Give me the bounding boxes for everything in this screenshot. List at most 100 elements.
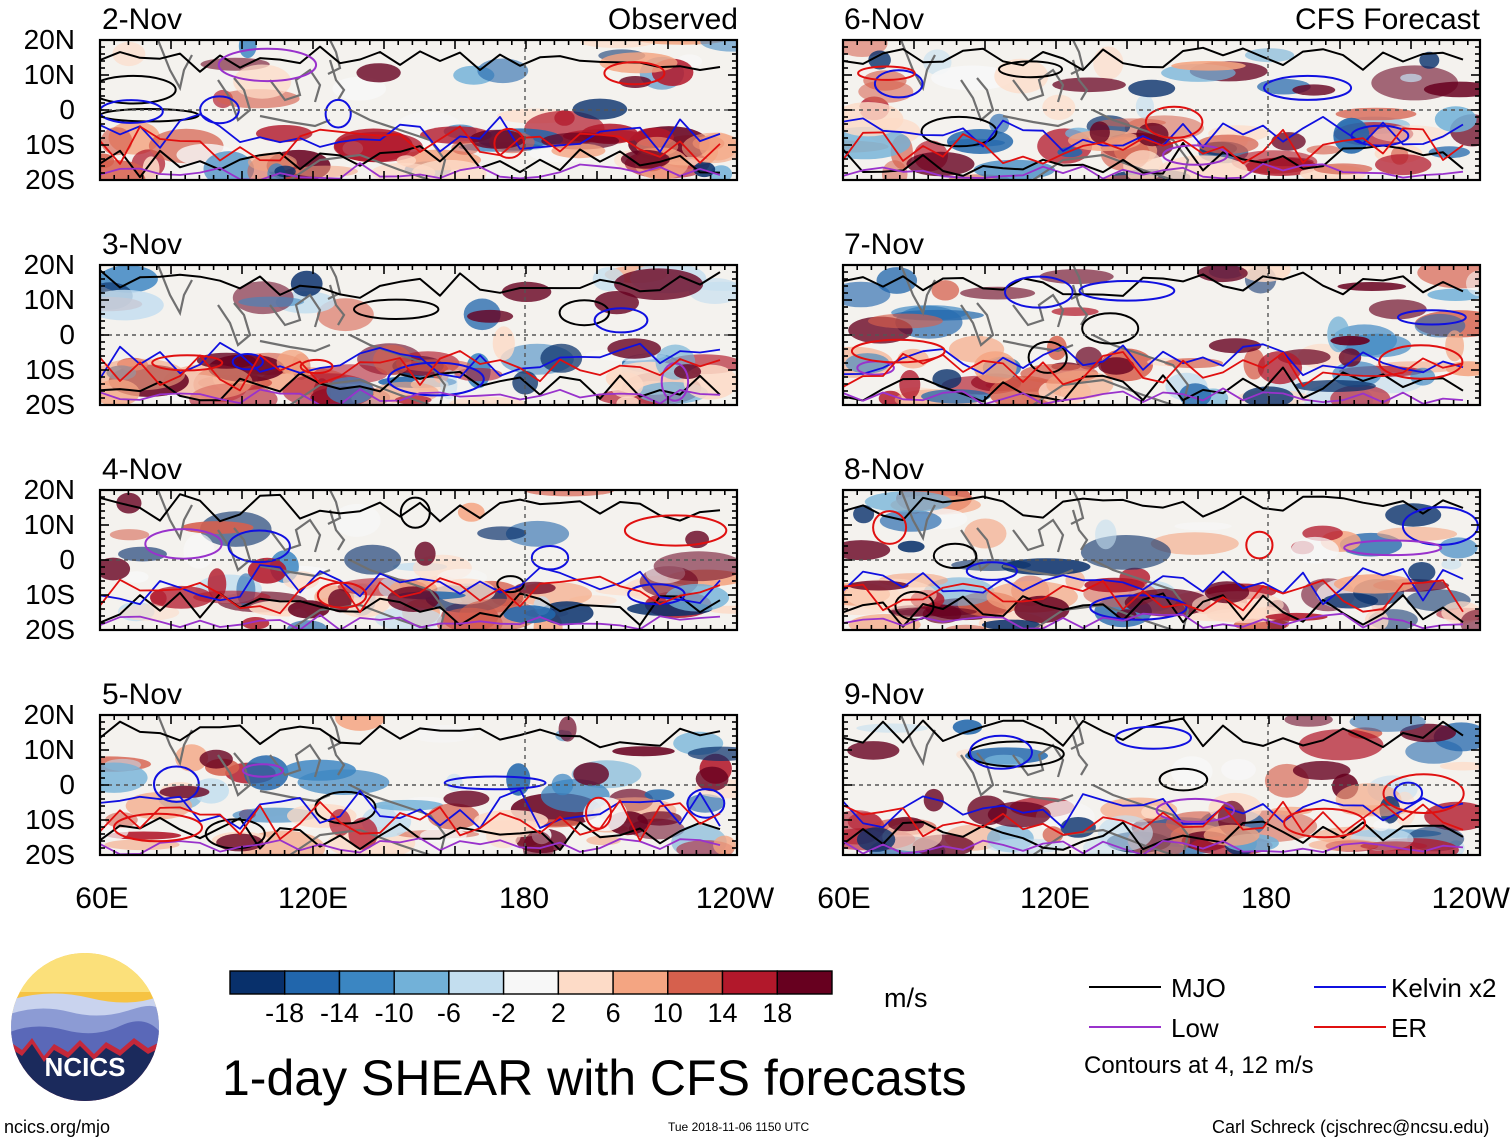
coastline xyxy=(259,339,331,353)
legend-swatches-left xyxy=(1089,986,1161,1028)
forecast-panel-1 xyxy=(841,38,1482,182)
coastline xyxy=(327,40,342,75)
colorbar-bin xyxy=(721,970,778,995)
lat-label-20n: 20N xyxy=(23,699,75,730)
colorbar-tick-label: -2 xyxy=(491,998,516,1028)
coastline xyxy=(1012,293,1065,328)
panel-date-7-nov: 7-Nov xyxy=(844,228,925,261)
coastline xyxy=(1070,715,1085,750)
colorbar xyxy=(229,970,833,995)
figure-title: 1-day SHEAR with CFS forecasts xyxy=(222,1050,967,1106)
legend-low-label: Low xyxy=(1171,1013,1219,1043)
colorbar-bin xyxy=(502,970,560,995)
footer-credit: Carl Schreck (cjschrec@ncsu.edu) xyxy=(1212,1117,1490,1137)
coastline xyxy=(1002,564,1074,578)
legend-kelvin-label: Kelvin x2 xyxy=(1391,973,1497,1003)
coastline xyxy=(1002,789,1074,803)
legend-mjo-label: MJO xyxy=(1171,973,1226,1003)
coastline xyxy=(259,114,331,128)
lon-label-180: 180 xyxy=(498,882,550,915)
legend-er-label: ER xyxy=(1391,1013,1428,1043)
ncics-logo: NCICS xyxy=(11,953,159,1101)
colorbar-tick-label: 6 xyxy=(605,998,621,1028)
coastline xyxy=(269,743,322,778)
colorbar-tick-label: 14 xyxy=(707,998,738,1028)
lat-label-20n: 20N xyxy=(23,474,75,505)
lat-label-0: 0 xyxy=(59,319,75,350)
observed-panel-4 xyxy=(98,713,739,857)
panel-date-9-nov: 9-Nov xyxy=(844,678,925,711)
lon-label-60e: 60E xyxy=(75,882,129,915)
forecast-panel-4 xyxy=(841,713,1482,857)
legend-swatches-right xyxy=(1314,986,1386,1028)
coastline xyxy=(328,284,346,326)
coastline xyxy=(349,109,447,180)
lat-label-10s: 10S xyxy=(25,579,75,610)
footer-url[interactable]: ncics.org/mjo xyxy=(4,1117,111,1137)
coastline xyxy=(217,77,252,122)
coastline xyxy=(327,490,342,525)
coastline xyxy=(328,59,346,101)
shear-field xyxy=(843,715,1480,855)
lat-label-10s: 10S xyxy=(25,804,75,835)
colorbar-tick-label: -18 xyxy=(265,998,305,1028)
colorbar-bin xyxy=(612,970,669,995)
observed-panel-1 xyxy=(98,38,739,182)
panel-date-5-nov: 5-Nov xyxy=(102,678,183,711)
coastline xyxy=(1092,559,1190,630)
lat-label-20n: 20N xyxy=(23,249,75,280)
colorbar-tick-label: -14 xyxy=(319,998,360,1028)
footer-timestamp: Tue 2018-11-06 1150 UTC xyxy=(668,1120,810,1134)
coastline xyxy=(156,490,193,542)
lat-label-10n: 10N xyxy=(23,284,75,315)
shear-field xyxy=(100,265,737,405)
lat-label-10n: 10N xyxy=(23,734,75,765)
colorbar-bin xyxy=(393,970,450,995)
observed-header: Observed xyxy=(607,3,738,36)
coastline xyxy=(899,490,936,542)
coastline xyxy=(1012,68,1065,103)
lat-label-0: 0 xyxy=(59,94,75,125)
shear-field xyxy=(100,40,737,180)
colorbar-bin xyxy=(448,970,505,995)
logo-text: NCICS xyxy=(45,1052,126,1082)
coastline xyxy=(1002,114,1074,128)
observed-panel-2 xyxy=(98,263,739,407)
lat-label-0: 0 xyxy=(59,769,75,800)
coastline xyxy=(327,265,342,300)
shear-field xyxy=(100,715,737,855)
lat-label-10n: 10N xyxy=(23,509,75,540)
colorbar-bin xyxy=(284,970,341,995)
lon-label-120e-right: 120E xyxy=(1019,882,1091,915)
coastline xyxy=(899,265,936,317)
coastline xyxy=(217,752,252,797)
coastline xyxy=(1032,378,1174,405)
coastline xyxy=(1070,265,1085,300)
lon-label-120w-right: 120W xyxy=(1431,884,1510,914)
lat-label-20s: 20S xyxy=(25,839,75,870)
colorbar-bin xyxy=(667,970,724,995)
cfs-forecast-header: CFS Forecast xyxy=(1294,3,1480,36)
coastline xyxy=(269,518,322,553)
colorbar-bin xyxy=(338,970,395,995)
forecast-panel-2 xyxy=(841,263,1482,407)
contour-note: Contours at 4, 12 m/s xyxy=(1084,1052,1314,1079)
panel-date-4-nov: 4-Nov xyxy=(102,453,183,486)
coastline xyxy=(899,40,936,92)
lat-label-20s: 20S xyxy=(25,614,75,645)
coastline xyxy=(1070,490,1085,525)
lon-label-180-right: 180 xyxy=(1240,882,1292,915)
lon-label-120w: 120W xyxy=(695,882,775,915)
lat-label-10s: 10S xyxy=(25,354,75,385)
coastline xyxy=(349,559,447,630)
colorbar-unit: m/s xyxy=(884,983,928,1013)
colorbar-bin xyxy=(776,970,833,995)
coastline xyxy=(289,378,431,405)
colorbar-bin xyxy=(229,970,286,995)
coastline xyxy=(1092,784,1190,855)
lon-label-120e: 120E xyxy=(277,882,349,915)
panel-date-2-nov: 2-Nov xyxy=(102,3,183,36)
colorbar-tick-label: -10 xyxy=(374,998,414,1028)
